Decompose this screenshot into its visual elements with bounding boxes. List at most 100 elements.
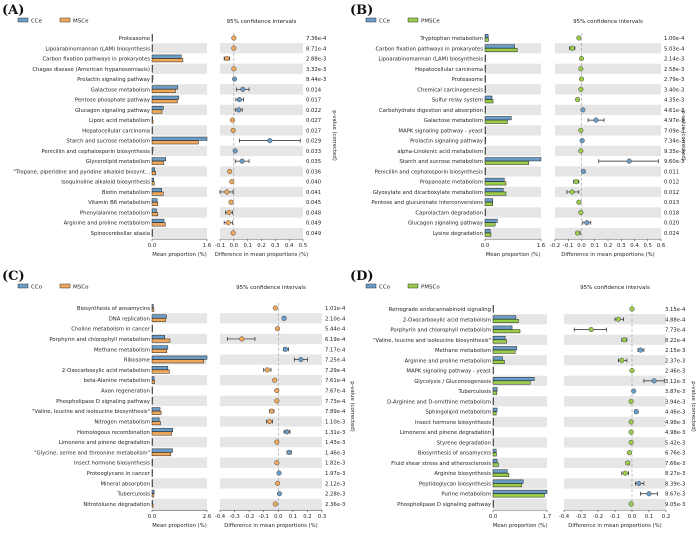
bar-msce	[151, 232, 153, 237]
diff-point	[580, 107, 586, 113]
row-band	[564, 498, 666, 510]
p-value: 7.29e-4	[325, 368, 346, 374]
p-value: 2.88e-3	[306, 57, 326, 63]
pathway-label: Lipoic acid metabolism	[89, 118, 150, 124]
row-band	[220, 498, 322, 510]
pathway-label: "Valine, leucine and isoleucine biosynth…	[373, 338, 491, 344]
bar-pmsce	[484, 89, 486, 93]
pathway-label: Phospholipase D signaling pathway	[56, 399, 150, 405]
p-value: 2.58e-3	[664, 67, 684, 73]
p-value: 1.31e-3	[325, 430, 345, 436]
pathway-label: Caprolactam degradation	[415, 210, 483, 216]
bar-msco	[151, 318, 166, 322]
diff-point	[236, 97, 242, 103]
pathway-label: Arginine and proline metabolism	[64, 221, 150, 227]
bar-tick-label: 0.0	[148, 514, 157, 520]
p-value: 0.033	[306, 149, 321, 155]
bar-cco	[492, 325, 513, 330]
row-band	[220, 395, 322, 406]
legend-swatch	[407, 17, 419, 23]
ci-tick-label: -0.3	[229, 514, 239, 520]
bar-cce	[484, 64, 486, 69]
diff-point	[619, 357, 625, 363]
row-band	[220, 478, 322, 489]
p-value: 0.020	[664, 221, 680, 227]
diff-point	[239, 158, 245, 164]
bar-cce	[484, 167, 486, 172]
bar-cce	[484, 177, 505, 182]
ci-tick-label: -0.4	[215, 514, 226, 520]
diff-point	[227, 168, 233, 174]
bar-cce	[151, 54, 182, 59]
bar-cco	[492, 315, 517, 320]
bar-cce	[151, 218, 165, 223]
p-value: 5.03e-4	[664, 46, 685, 52]
p-value: 1.10e-3	[325, 419, 345, 425]
ci-tick-label: -0.1	[259, 514, 269, 520]
bar-pmsce	[484, 58, 486, 63]
p-value: 4.88e-4	[665, 317, 686, 323]
bar-cco	[151, 469, 153, 474]
legend-label: MSCo	[73, 285, 89, 291]
row-band	[485, 63, 541, 74]
diff-point	[240, 86, 246, 92]
pathway-label: Starch and sucrose metabolism	[399, 159, 483, 165]
bar-tick-label: 0.0	[481, 243, 490, 249]
pathway-label: Axon regeneration	[101, 389, 150, 395]
pathway-label: Spinocerebellar ataxia	[91, 231, 150, 237]
row-band	[152, 478, 207, 489]
p-value: 9.05e-3	[665, 502, 685, 508]
bar-pmsce	[484, 150, 486, 155]
bar-cco	[151, 376, 155, 381]
bar-pmsco	[492, 360, 505, 364]
row-band	[152, 436, 207, 448]
row-band	[555, 104, 661, 115]
diff-point	[230, 127, 236, 133]
ci-tick-label: 0.3	[271, 243, 279, 249]
p-value: 0.012	[664, 190, 679, 196]
p-value: 4.61e-3	[664, 108, 684, 114]
row-band	[220, 63, 303, 74]
pathway-label: Proteasome	[119, 36, 150, 42]
row-band	[555, 145, 661, 157]
bar-msco	[151, 307, 155, 312]
row-band	[152, 416, 207, 427]
diff-point	[283, 346, 289, 352]
diff-point	[274, 460, 280, 466]
pathway-label: Ribosome	[124, 358, 150, 364]
bar-pmsce	[484, 191, 507, 196]
ci-tick-label: 0.1	[289, 514, 297, 520]
diff-point	[266, 418, 273, 425]
ci-tick-label: -0.2	[593, 514, 603, 520]
diff-point	[276, 470, 282, 476]
bar-msce	[151, 150, 153, 155]
bar-msco	[151, 462, 153, 467]
p-value: 3.87e-3	[665, 389, 685, 395]
bar-pmsco	[492, 503, 494, 508]
row-band	[152, 63, 207, 74]
bar-tick-label: 0.0	[148, 243, 157, 249]
legend-swatch	[59, 17, 71, 23]
bar-cco	[492, 366, 494, 371]
p-value: 1.01e-4	[325, 306, 346, 312]
bar-cce	[151, 147, 154, 151]
diff-point	[629, 306, 635, 312]
bar-pmsce	[484, 140, 486, 145]
bar-pmsce	[484, 78, 486, 83]
bar-cce	[484, 136, 486, 141]
p-value: 4.98e-3	[665, 420, 685, 426]
bar-cco	[151, 448, 173, 453]
bar-cco	[492, 438, 494, 443]
diff-point	[231, 45, 237, 51]
pathway-label: Tryptophan metabolism	[419, 36, 483, 42]
diff-point	[637, 347, 644, 353]
ci-tick-label: 0.0	[230, 243, 239, 249]
bar-cce	[484, 54, 486, 59]
pathway-label: Nitrotoluene degradation	[83, 502, 150, 508]
pathway-label: Lysine degradation	[433, 231, 483, 237]
bar-pmsce	[484, 222, 496, 227]
pathway-label: Biosynthesis of ansamycins	[418, 451, 491, 457]
diff-point	[269, 408, 275, 414]
bar-cce	[151, 229, 153, 234]
diff-point	[651, 378, 657, 384]
